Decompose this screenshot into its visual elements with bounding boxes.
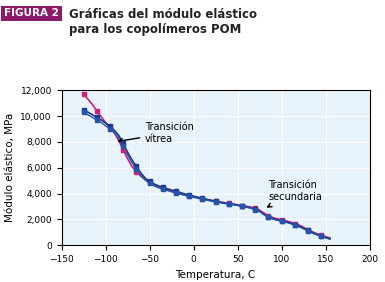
X-axis label: Temperatura, C: Temperatura, C [176,270,256,280]
Text: Transición
secundaria: Transición secundaria [268,180,322,207]
Text: Gráficas del módulo elástico
para los copolímeros POM: Gráficas del módulo elástico para los co… [69,8,257,36]
Text: FIGURA 2: FIGURA 2 [4,8,59,18]
Y-axis label: Módulo elástico, MPa: Módulo elástico, MPa [5,113,15,222]
Text: Transición
vítrea: Transición vítrea [119,122,194,144]
